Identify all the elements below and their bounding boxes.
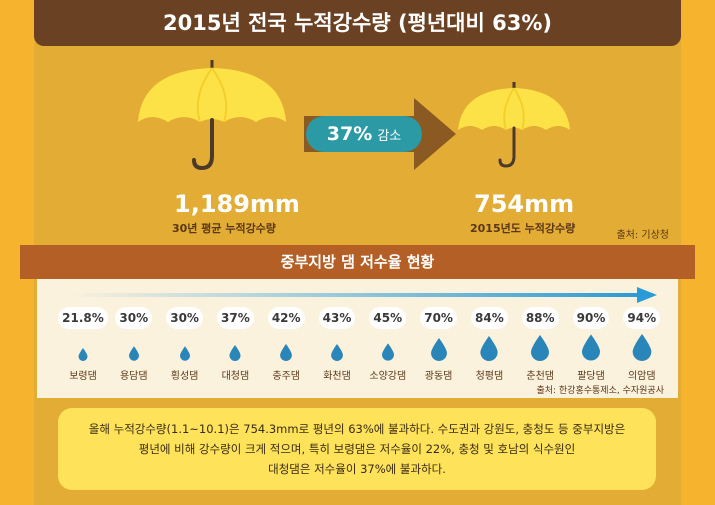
summary-line: 올해 누적강수량(1.1~10.1)은 754.3mm로 평년의 63%에 불과… [88, 422, 626, 436]
dam-percent-label: 42% [267, 307, 305, 329]
summary-box: 올해 누적강수량(1.1~10.1)은 754.3mm로 평년의 63%에 불과… [58, 408, 656, 490]
dam-percent-label: 84% [471, 307, 508, 329]
dam-percent-label: 70% [420, 307, 457, 329]
dam-name-label: 청평댐 [475, 371, 504, 382]
dam-item: 42% 충주댐 [261, 307, 311, 382]
water-drop-icon [78, 348, 88, 361]
dam-name-label: 팔당댐 [577, 371, 605, 382]
large-umbrella-icon [138, 60, 286, 171]
dam-item: 30% 횡성댐 [160, 307, 210, 382]
dam-item: 37% 대청댐 [210, 307, 260, 382]
dam-percent-label: 37% [217, 307, 254, 329]
water-drop-icon [381, 343, 394, 361]
dam-item: 21.8% 보령댐 [58, 307, 108, 382]
dam-name-label: 횡성댐 [170, 371, 199, 382]
summary-line: 평년에 비해 강수량이 크게 적으며, 특히 보령댐은 저수율이 22%, 충청… [138, 442, 576, 456]
dam-name-label: 보령댐 [69, 371, 97, 382]
dam-item: 90% 팔당댐 [566, 307, 616, 382]
dam-chart: 21.8% 보령댐 30% 용담댐 30% 횡성댐 37% 대청댐 42% 충주댐 43% 화천댐 45… [37, 279, 678, 398]
dam-item: 45% 소양강댐 [363, 307, 413, 382]
water-drop-icon [280, 344, 293, 361]
water-drop-icon [632, 334, 652, 361]
water-drop-icon [229, 345, 241, 361]
water-drop-icon [480, 336, 499, 361]
gradient-arrow-icon [67, 287, 657, 303]
reduction-label: 감소 [377, 129, 402, 144]
water-drop-icon [179, 346, 190, 361]
dam-percent-label: 45% [369, 307, 407, 329]
water-drop-icon [531, 335, 550, 361]
water-drop-icon [128, 346, 139, 361]
water-drop-icon [430, 338, 447, 361]
dam-name-label: 춘천댐 [526, 371, 554, 382]
dam-percent-label: 94% [623, 307, 661, 329]
dam-name-label: 충주댐 [272, 371, 300, 382]
small-umbrella-icon [458, 82, 570, 168]
dam-name-label: 대청댐 [221, 371, 250, 382]
dam-source: 출처: 한강홍수통제소, 수자원공사 [536, 386, 664, 396]
dam-name-label: 광동댐 [424, 371, 453, 382]
dam-percent-label: 43% [318, 307, 356, 329]
dam-item: 84% 청평댐 [464, 307, 514, 382]
infographic-panel: 2015년 전국 누적강수량 (평년대비 63%) 37% 감소 1,189mm… [20, 0, 695, 505]
current-rainfall-value: 754mm [474, 190, 575, 218]
dam-name-label: 화천댐 [323, 371, 351, 382]
page-title: 2015년 전국 누적강수량 (평년대비 63%) [34, 0, 681, 46]
dam-percent-label: 88% [521, 307, 559, 329]
dam-name-label: 소양강댐 [369, 371, 407, 382]
section-title: 중부지방 댐 저수율 현황 [20, 245, 695, 279]
summary-line: 대청댐은 저수율이 37%에 불과하다. [268, 462, 446, 476]
dam-item: 94% 의암댐 [617, 307, 667, 382]
weather-source: 출처: 기상청 [616, 230, 669, 241]
dam-percent-label: 21.8% [58, 307, 108, 329]
current-rainfall-label: 2015년도 누적강수량 [470, 222, 576, 235]
water-drop-icon [331, 344, 343, 361]
dam-item: 43% 화천댐 [312, 307, 362, 382]
dam-item: 88% 춘천댐 [515, 307, 565, 382]
average-rainfall-value: 1,189mm [174, 190, 300, 218]
dam-percent-label: 90% [572, 307, 610, 329]
dam-percent-label: 30% [166, 307, 203, 329]
water-drop-icon [582, 334, 600, 361]
reduction-percent: 37% [326, 123, 373, 145]
reduction-badge: 37% 감소 [306, 116, 422, 152]
dam-percent-label: 30% [115, 307, 153, 329]
dam-name-label: 용담댐 [119, 371, 148, 382]
dam-item: 70% 광동댐 [414, 307, 464, 382]
dam-name-label: 의암댐 [627, 371, 656, 382]
average-rainfall-label: 30년 평균 누적강수량 [172, 222, 276, 235]
dam-item: 30% 용담댐 [109, 307, 159, 382]
